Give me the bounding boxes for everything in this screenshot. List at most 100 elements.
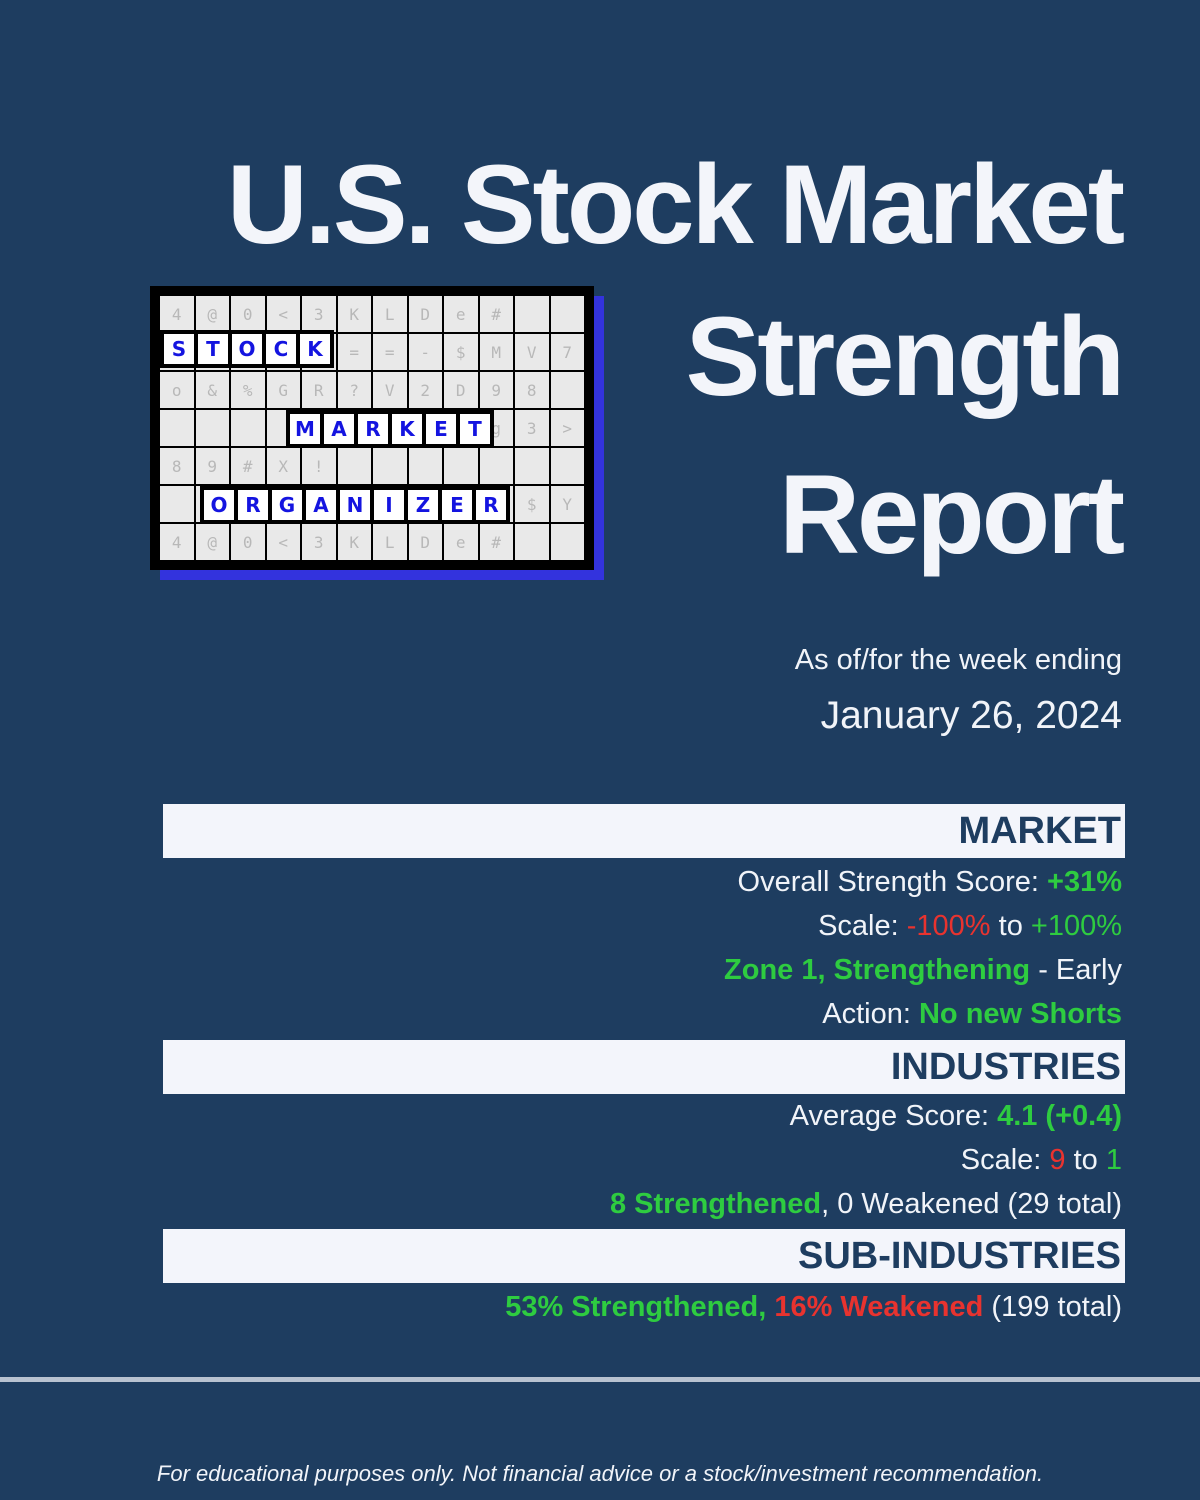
logo-grid-cell: @ bbox=[195, 524, 229, 560]
logo-grid-cell: 9 bbox=[479, 372, 513, 408]
asof-label: As of/for the week ending bbox=[794, 644, 1122, 676]
logo-letter-tile: R bbox=[238, 490, 268, 520]
market-score-row: Overall Strength Score: +31% bbox=[738, 866, 1122, 899]
market-action-label: Action: bbox=[822, 998, 919, 1030]
logo-grid-cell: 2 bbox=[408, 372, 442, 408]
logo-grid-cell bbox=[408, 448, 442, 484]
industries-scale-to: to bbox=[1065, 1144, 1106, 1176]
section-header-industries: INDUSTRIES bbox=[163, 1040, 1125, 1094]
logo-grid-cell bbox=[160, 486, 194, 522]
logo-grid-cell: V bbox=[515, 334, 549, 370]
logo-grid-cell: $ bbox=[444, 334, 478, 370]
logo-letter-tile: R bbox=[358, 414, 388, 444]
logo-grid-cell bbox=[444, 448, 478, 484]
disclaimer: For educational purposes only. Not finan… bbox=[156, 1461, 1044, 1486]
logo-grid-cell bbox=[515, 524, 549, 560]
logo-grid-cell: 0 bbox=[231, 296, 265, 332]
logo-grid-cell: o bbox=[160, 372, 194, 408]
logo-grid-cell: 4 bbox=[160, 524, 194, 560]
logo-grid-cell: L bbox=[373, 296, 407, 332]
market-zone-row: Zone 1, Strengthening - Early bbox=[724, 954, 1122, 987]
market-scale-label: Scale: bbox=[818, 910, 907, 942]
logo-letter-tile: K bbox=[300, 334, 330, 364]
logo-grid-cell bbox=[337, 448, 371, 484]
logo-grid-cell: # bbox=[479, 296, 513, 332]
logo-letter-tile: E bbox=[426, 414, 456, 444]
logo-letter-tile: T bbox=[198, 334, 228, 364]
logo-grid-cell: G bbox=[266, 372, 300, 408]
logo-grid-cell: $ bbox=[515, 486, 549, 522]
logo-grid-cell: < bbox=[266, 296, 300, 332]
logo-grid-cell: = bbox=[373, 334, 407, 370]
market-score-value: +31% bbox=[1047, 866, 1122, 898]
industries-strengthened: 8 Strengthened bbox=[609, 1188, 822, 1220]
logo-grid-cell: L bbox=[373, 524, 407, 560]
market-scale-to: to bbox=[990, 910, 1031, 942]
logo-grid-cell: 4 bbox=[160, 296, 194, 332]
sub-industries-row: 53% Strengthened, 16% Weakened (199 tota… bbox=[505, 1291, 1122, 1324]
logo-grid-cell: # bbox=[479, 524, 513, 560]
logo-grid-cell: M bbox=[479, 334, 513, 370]
industries-scale-high: 1 bbox=[1105, 1144, 1122, 1176]
industries-avg-label: Average Score: bbox=[789, 1100, 998, 1132]
industries-scale-low: 9 bbox=[1049, 1144, 1066, 1176]
logo-letter-tile: T bbox=[460, 414, 490, 444]
logo-grid-cell: > bbox=[550, 410, 584, 446]
logo-grid-cell: e bbox=[444, 524, 478, 560]
section-header-sub-industries: SUB-INDUSTRIES bbox=[163, 1229, 1125, 1283]
logo-grid-cell bbox=[550, 448, 584, 484]
logo-letter-tile: A bbox=[324, 414, 354, 444]
logo-grid-cell: D bbox=[444, 372, 478, 408]
sub-industries-strengthened: 53% Strengthened, bbox=[505, 1291, 775, 1323]
logo-grid-cell: 3 bbox=[302, 524, 336, 560]
footer-divider bbox=[0, 1377, 1200, 1382]
logo-grid-cell: ? bbox=[337, 372, 371, 408]
logo-letter-tile: G bbox=[272, 490, 302, 520]
logo-grid-cell bbox=[550, 296, 584, 332]
logo-grid-cell: D bbox=[408, 296, 442, 332]
logo-letter-tile: Z bbox=[408, 490, 438, 520]
logo-grid-cell: D bbox=[408, 524, 442, 560]
logo-grid-cell: < bbox=[266, 524, 300, 560]
title-line-1: U.S. Stock Market bbox=[226, 142, 1125, 267]
industries-avg-value: 4.1 (+0.4) bbox=[997, 1100, 1122, 1132]
market-scale-low: -100% bbox=[906, 910, 991, 942]
stock-market-organizer-logo: 4@0<3KLDe#==-$MV7o&%GR?V2D98=!M*g3>89#X!… bbox=[150, 286, 604, 580]
logo-grid-cell: 9 bbox=[195, 448, 229, 484]
logo-grid-cell: % bbox=[231, 372, 265, 408]
logo-grid-cell: ! bbox=[302, 448, 336, 484]
logo-grid-cell bbox=[550, 524, 584, 560]
asof-date: January 26, 2024 bbox=[820, 694, 1122, 737]
industries-changes-row: 8 Strengthened, 0 Weakened (29 total) bbox=[610, 1188, 1122, 1221]
section-header-market: MARKET bbox=[163, 804, 1125, 858]
market-action-row: Action: No new Shorts bbox=[822, 998, 1122, 1031]
logo-grid-cell: X bbox=[266, 448, 300, 484]
logo-grid-cell: # bbox=[231, 448, 265, 484]
logo-letter-tile: S bbox=[164, 334, 194, 364]
logo-grid-cell: 3 bbox=[515, 410, 549, 446]
logo-grid-cell bbox=[160, 410, 194, 446]
market-scale-high: +100% bbox=[1030, 910, 1122, 942]
market-scale-row: Scale: -100% to +100% bbox=[818, 910, 1122, 943]
logo-letter-tile: O bbox=[232, 334, 262, 364]
logo-grid-cell bbox=[515, 296, 549, 332]
logo-grid-cell: V bbox=[373, 372, 407, 408]
logo-grid-cell: 8 bbox=[515, 372, 549, 408]
logo-grid-cell: 3 bbox=[302, 296, 336, 332]
logo-grid-cell bbox=[373, 448, 407, 484]
logo-grid-cell: R bbox=[302, 372, 336, 408]
industries-scale-row: Scale: 9 to 1 bbox=[961, 1144, 1122, 1177]
logo-grid-cell bbox=[195, 410, 229, 446]
logo-grid-cell: - bbox=[408, 334, 442, 370]
logo-grid-cell bbox=[231, 410, 265, 446]
logo-grid-cell: & bbox=[195, 372, 229, 408]
market-zone: Zone 1, Strengthening bbox=[724, 954, 1031, 986]
logo-grid-cell: 7 bbox=[550, 334, 584, 370]
logo-grid-cell: Y bbox=[550, 486, 584, 522]
logo-letter-tile: O bbox=[204, 490, 234, 520]
industries-avg-row: Average Score: 4.1 (+0.4) bbox=[790, 1100, 1122, 1133]
logo-letter-tile: R bbox=[476, 490, 506, 520]
logo-letter-tile: I bbox=[374, 490, 404, 520]
logo-grid-cell bbox=[550, 372, 584, 408]
